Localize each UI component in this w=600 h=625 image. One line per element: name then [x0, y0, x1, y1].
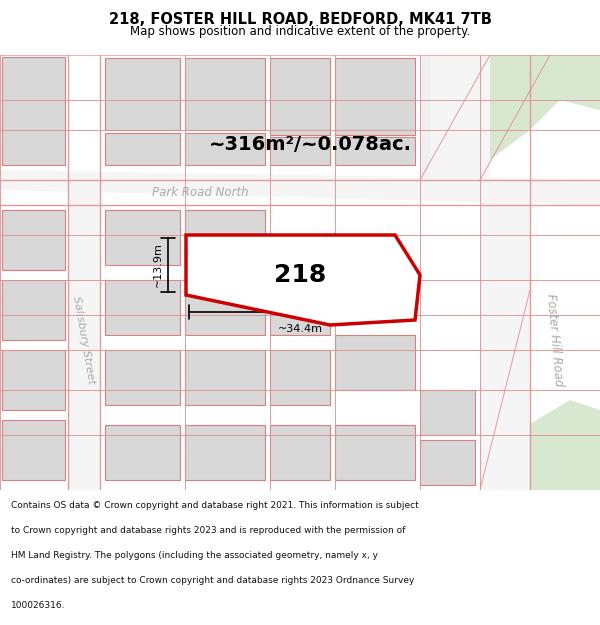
Bar	[270, 350, 330, 405]
Text: 218: 218	[274, 263, 326, 287]
Bar	[105, 350, 180, 405]
Polygon shape	[68, 190, 100, 490]
Bar	[185, 133, 265, 165]
Text: Contains OS data © Crown copyright and database right 2021. This information is : Contains OS data © Crown copyright and d…	[11, 501, 419, 510]
Bar	[2, 420, 65, 480]
Bar	[270, 58, 330, 135]
Bar	[185, 425, 265, 480]
Bar	[2, 57, 65, 165]
Polygon shape	[420, 55, 530, 490]
Polygon shape	[430, 55, 490, 180]
Text: 218, FOSTER HILL ROAD, BEDFORD, MK41 7TB: 218, FOSTER HILL ROAD, BEDFORD, MK41 7TB	[109, 12, 491, 27]
Polygon shape	[500, 400, 600, 490]
Polygon shape	[186, 235, 420, 325]
Text: Park Road North: Park Road North	[152, 186, 248, 199]
Text: 100026316.: 100026316.	[11, 601, 65, 610]
Text: HM Land Registry. The polygons (including the associated geometry, namely x, y: HM Land Registry. The polygons (includin…	[11, 551, 378, 560]
Bar	[2, 350, 65, 410]
Bar	[335, 425, 415, 480]
Bar	[105, 280, 180, 335]
Polygon shape	[480, 180, 530, 490]
Text: ~13.9m: ~13.9m	[153, 242, 163, 288]
Text: ~34.4m: ~34.4m	[278, 324, 323, 334]
Text: Salisbury Street: Salisbury Street	[71, 295, 97, 385]
Bar	[420, 390, 475, 435]
Bar	[105, 210, 180, 265]
Bar	[185, 280, 265, 335]
Text: Foster Hill Road: Foster Hill Road	[544, 293, 566, 387]
Bar	[270, 280, 330, 335]
Bar	[105, 425, 180, 480]
Bar	[270, 137, 330, 165]
Polygon shape	[430, 55, 600, 180]
Bar	[185, 350, 265, 405]
Text: to Crown copyright and database rights 2023 and is reproduced with the permissio: to Crown copyright and database rights 2…	[11, 526, 405, 535]
Text: ~316m²/~0.078ac.: ~316m²/~0.078ac.	[209, 136, 412, 154]
Bar	[420, 440, 475, 485]
Bar	[185, 210, 265, 265]
Polygon shape	[0, 170, 600, 205]
Bar	[270, 425, 330, 480]
Bar	[335, 335, 415, 390]
Text: co-ordinates) are subject to Crown copyright and database rights 2023 Ordnance S: co-ordinates) are subject to Crown copyr…	[11, 576, 414, 585]
Bar	[105, 58, 180, 130]
Bar	[105, 133, 180, 165]
Bar	[335, 137, 415, 165]
Bar	[335, 58, 415, 135]
Bar	[2, 210, 65, 270]
Text: Map shows position and indicative extent of the property.: Map shows position and indicative extent…	[130, 26, 470, 39]
Bar	[2, 280, 65, 340]
Bar	[185, 58, 265, 130]
